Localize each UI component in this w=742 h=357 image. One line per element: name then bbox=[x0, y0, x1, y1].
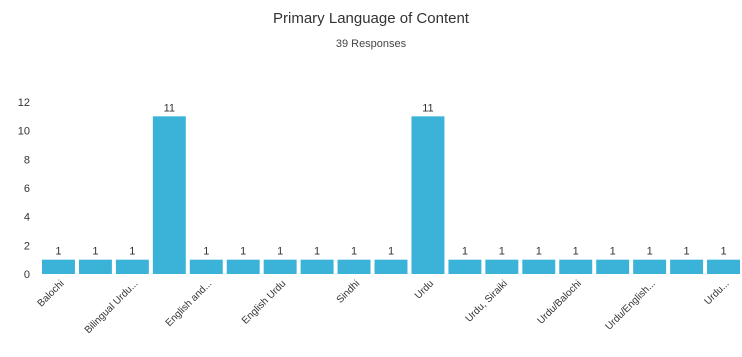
bar bbox=[115, 259, 149, 274]
bar bbox=[670, 259, 704, 274]
bar bbox=[300, 259, 334, 274]
data-label: 1 bbox=[277, 246, 283, 258]
x-tick-label: Urdu... bbox=[703, 278, 732, 307]
chart-subtitle: 39 Responses bbox=[335, 38, 407, 50]
data-label: 1 bbox=[129, 246, 135, 258]
y-tick-label: 10 bbox=[18, 126, 30, 138]
x-axis: Balochi Bilingual Urdu... English and... En… bbox=[36, 278, 732, 336]
y-tick-label: 6 bbox=[24, 183, 30, 195]
y-tick-label: 4 bbox=[24, 212, 30, 224]
data-label: 1 bbox=[240, 246, 246, 258]
bar bbox=[633, 259, 667, 274]
x-tick-label: Bilingual Urdu... bbox=[83, 278, 141, 336]
y-tick-label: 0 bbox=[24, 269, 30, 281]
data-label: 1 bbox=[351, 246, 357, 258]
bar bbox=[152, 116, 186, 274]
x-tick-label: English and... bbox=[164, 278, 215, 329]
data-label: 1 bbox=[203, 246, 209, 258]
x-tick-label: English Urdu bbox=[240, 278, 288, 326]
x-tick-label: Urdu bbox=[413, 278, 436, 301]
y-axis: 0 2 4 6 8 10 12 bbox=[18, 97, 30, 281]
bar bbox=[707, 259, 740, 274]
bar bbox=[42, 259, 75, 274]
y-tick-label: 12 bbox=[18, 97, 30, 109]
bar bbox=[337, 259, 371, 274]
bar bbox=[448, 259, 482, 274]
data-label: 1 bbox=[462, 246, 468, 258]
x-tick-label: Balochi bbox=[36, 278, 67, 309]
bar bbox=[411, 116, 445, 274]
data-label: 11 bbox=[422, 102, 433, 114]
x-tick-label: Urdu, Siraiki bbox=[464, 278, 510, 324]
bar bbox=[559, 259, 593, 274]
data-label: 1 bbox=[55, 246, 61, 258]
x-tick-label: Urdu/Balochi bbox=[536, 278, 584, 326]
data-label: 1 bbox=[610, 246, 616, 258]
data-label: 1 bbox=[499, 246, 505, 258]
data-label: 1 bbox=[573, 246, 579, 258]
x-tick-label: Sindhi bbox=[335, 278, 362, 305]
bar bbox=[226, 259, 260, 274]
bar bbox=[485, 259, 519, 274]
bars bbox=[42, 116, 740, 274]
x-tick-label: Urdu/English... bbox=[604, 278, 658, 332]
chart-title: Primary Language of Content bbox=[273, 10, 469, 27]
bar bbox=[374, 259, 408, 274]
data-label: 1 bbox=[92, 246, 98, 258]
data-label: 1 bbox=[647, 246, 653, 258]
bar bbox=[78, 259, 112, 274]
bar bbox=[522, 259, 556, 274]
data-label: 1 bbox=[720, 246, 726, 258]
bar bbox=[596, 259, 630, 274]
y-tick-label: 8 bbox=[24, 154, 30, 166]
data-label: 1 bbox=[388, 246, 394, 258]
data-label: 1 bbox=[314, 246, 320, 258]
y-tick-label: 2 bbox=[24, 240, 30, 252]
data-label: 1 bbox=[684, 246, 690, 258]
bar bbox=[263, 259, 297, 274]
bar bbox=[189, 259, 223, 274]
data-label: 1 bbox=[536, 246, 542, 258]
data-label: 11 bbox=[164, 102, 175, 114]
